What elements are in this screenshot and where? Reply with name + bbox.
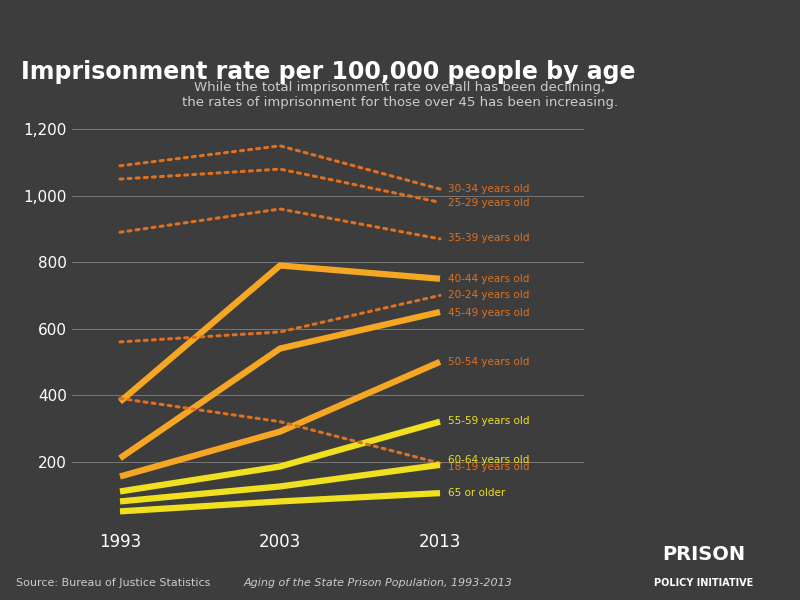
Text: 18-19 years old: 18-19 years old: [448, 461, 530, 472]
Text: 30-34 years old: 30-34 years old: [448, 184, 530, 194]
Text: While the total imprisonment rate overall has been declining,
the rates of impri: While the total imprisonment rate overal…: [182, 81, 618, 109]
Text: POLICY INITIATIVE: POLICY INITIATIVE: [654, 578, 754, 588]
Text: 35-39 years old: 35-39 years old: [448, 233, 530, 243]
Text: 25-29 years old: 25-29 years old: [448, 198, 530, 208]
Text: 20-24 years old: 20-24 years old: [448, 290, 530, 301]
Text: Aging of the State Prison Population, 1993-2013: Aging of the State Prison Population, 19…: [244, 578, 513, 588]
Text: 50-54 years old: 50-54 years old: [448, 357, 530, 367]
Text: 55-59 years old: 55-59 years old: [448, 416, 530, 426]
Text: PRISON: PRISON: [662, 545, 746, 564]
Text: 65 or older: 65 or older: [448, 488, 506, 498]
Text: 40-44 years old: 40-44 years old: [448, 274, 530, 284]
Text: 60-64 years old: 60-64 years old: [448, 455, 530, 465]
Text: Source: Bureau of Justice Statistics: Source: Bureau of Justice Statistics: [16, 578, 214, 588]
Title: Imprisonment rate per 100,000 people by age: Imprisonment rate per 100,000 people by …: [21, 61, 635, 85]
Text: 45-49 years old: 45-49 years old: [448, 308, 530, 317]
